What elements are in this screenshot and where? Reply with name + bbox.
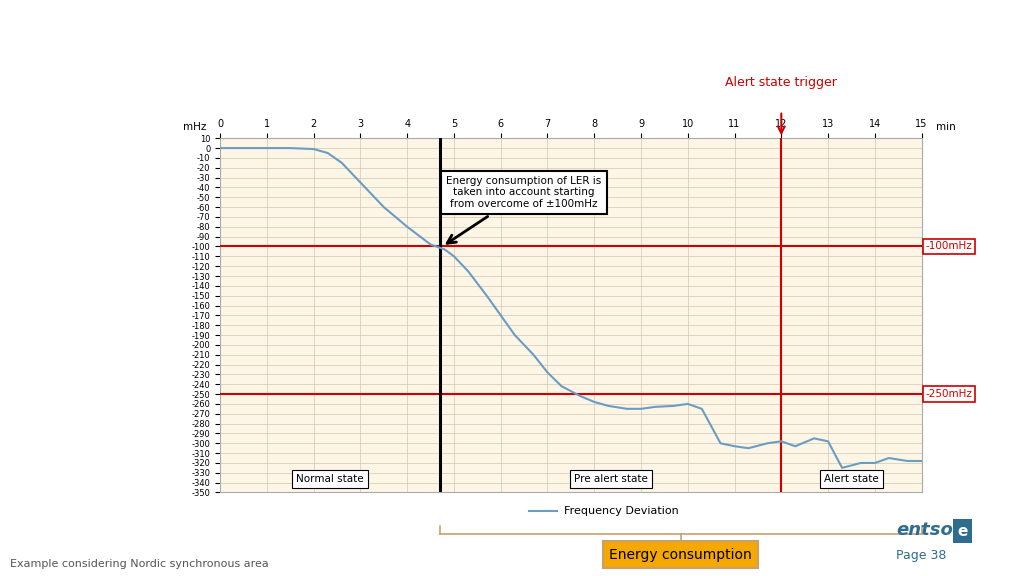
Text: Normal state: Normal state: [296, 473, 364, 484]
Text: Page 38: Page 38: [896, 548, 946, 562]
Text: mHz: mHz: [182, 122, 206, 132]
Text: min: min: [936, 122, 955, 132]
Text: entso: entso: [896, 521, 953, 539]
Text: Example considering Nordic synchronous area: Example considering Nordic synchronous a…: [10, 559, 269, 569]
Text: Pre alert state: Pre alert state: [573, 473, 647, 484]
Text: Energy consumption of LER is
taken into account starting
from overcome of ±100mH: Energy consumption of LER is taken into …: [446, 176, 602, 243]
Text: e: e: [957, 524, 968, 539]
Text: Energy consumption: Energy consumption: [609, 548, 753, 562]
Text: Frequency Deviation: Frequency Deviation: [564, 506, 679, 517]
Text: Alert state trigger: Alert state trigger: [725, 76, 838, 89]
Text: -250mHz: -250mHz: [926, 389, 973, 399]
Text: CBA Methodology Proposal: CBA Methodology Proposal: [15, 23, 355, 43]
Text: Simulation of energy depletion of LER – SA Nordic: Simulation of energy depletion of LER – …: [15, 60, 429, 78]
Text: Alert state: Alert state: [824, 473, 879, 484]
Text: -100mHz: -100mHz: [926, 241, 973, 252]
